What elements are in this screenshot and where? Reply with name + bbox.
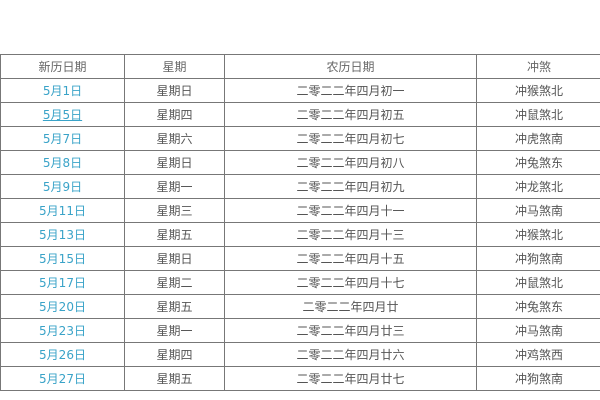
- clash-cell: 冲兔煞东: [476, 150, 600, 175]
- header-solar-date: 新历日期: [0, 54, 125, 79]
- weekday-cell: 星期二: [124, 270, 225, 295]
- table-row: 5月5日 星期四 二零二二年四月初五 冲鼠煞北: [0, 102, 600, 127]
- table-row: 5月8日 星期日 二零二二年四月初八 冲兔煞东: [0, 150, 600, 175]
- solar-date-link[interactable]: 5月13日: [0, 222, 125, 247]
- table-row: 5月23日 星期一 二零二二年四月廿三 冲马煞南: [0, 318, 600, 343]
- solar-date-link[interactable]: 5月23日: [0, 318, 125, 343]
- table-row: 5月17日 星期二 二零二二年四月十七 冲鼠煞北: [0, 270, 600, 295]
- table-row: 5月27日 星期五 二零二二年四月廿七 冲狗煞南: [0, 366, 600, 391]
- clash-cell: 冲鸡煞西: [476, 342, 600, 367]
- clash-cell: 冲兔煞东: [476, 294, 600, 319]
- lunar-date-cell: 二零二二年四月初七: [224, 126, 477, 151]
- table-row: 5月11日 星期三 二零二二年四月十一 冲马煞南: [0, 198, 600, 223]
- solar-date-link[interactable]: 5月17日: [0, 270, 125, 295]
- table-row: 5月15日 星期日 二零二二年四月十五 冲狗煞南: [0, 246, 600, 271]
- weekday-cell: 星期日: [124, 246, 225, 271]
- lunar-date-cell: 二零二二年四月初八: [224, 150, 477, 175]
- weekday-cell: 星期三: [124, 198, 225, 223]
- weekday-cell: 星期四: [124, 342, 225, 367]
- lunar-date-cell: 二零二二年四月廿六: [224, 342, 477, 367]
- weekday-cell: 星期一: [124, 318, 225, 343]
- weekday-cell: 星期五: [124, 366, 225, 391]
- lunar-date-cell: 二零二二年四月初九: [224, 174, 477, 199]
- weekday-cell: 星期一: [124, 174, 225, 199]
- lunar-date-cell: 二零二二年四月初一: [224, 78, 477, 103]
- lunar-date-cell: 二零二二年四月廿七: [224, 366, 477, 391]
- clash-cell: 冲马煞南: [476, 318, 600, 343]
- solar-date-link[interactable]: 5月11日: [0, 198, 125, 223]
- solar-date-link[interactable]: 5月27日: [0, 366, 125, 391]
- solar-date-link[interactable]: 5月26日: [0, 342, 125, 367]
- header-weekday: 星期: [124, 54, 225, 79]
- weekday-cell: 星期四: [124, 102, 225, 127]
- header-clash: 冲煞: [476, 54, 600, 79]
- clash-cell: 冲猴煞北: [476, 222, 600, 247]
- clash-cell: 冲狗煞南: [476, 246, 600, 271]
- table-row: 5月7日 星期六 二零二二年四月初七 冲虎煞南: [0, 126, 600, 151]
- solar-date-link[interactable]: 5月15日: [0, 246, 125, 271]
- solar-date-link[interactable]: 5月20日: [0, 294, 125, 319]
- header-lunar-date: 农历日期: [224, 54, 477, 79]
- weekday-cell: 星期六: [124, 126, 225, 151]
- solar-date-link[interactable]: 5月7日: [0, 126, 125, 151]
- table-row: 5月13日 星期五 二零二二年四月十三 冲猴煞北: [0, 222, 600, 247]
- solar-date-link[interactable]: 5月9日: [0, 174, 125, 199]
- table-row: 5月1日 星期日 二零二二年四月初一 冲猴煞北: [0, 78, 600, 103]
- weekday-cell: 星期五: [124, 294, 225, 319]
- solar-date-link[interactable]: 5月8日: [0, 150, 125, 175]
- lunar-date-cell: 二零二二年四月十五: [224, 246, 477, 271]
- weekday-cell: 星期日: [124, 78, 225, 103]
- table-row: 5月9日 星期一 二零二二年四月初九 冲龙煞北: [0, 174, 600, 199]
- lunar-date-cell: 二零二二年四月廿三: [224, 318, 477, 343]
- table-row: 5月26日 星期四 二零二二年四月廿六 冲鸡煞西: [0, 342, 600, 367]
- weekday-cell: 星期五: [124, 222, 225, 247]
- clash-cell: 冲狗煞南: [476, 366, 600, 391]
- clash-cell: 冲鼠煞北: [476, 102, 600, 127]
- clash-cell: 冲龙煞北: [476, 174, 600, 199]
- solar-date-link[interactable]: 5月5日: [0, 102, 125, 127]
- table-header-row: 新历日期 星期 农历日期 冲煞: [0, 54, 600, 79]
- lunar-date-cell: 二零二二年四月初五: [224, 102, 477, 127]
- auspicious-dates-table: 新历日期 星期 农历日期 冲煞 5月1日 星期日 二零二二年四月初一 冲猴煞北 5月5日…: [0, 54, 600, 391]
- table-row: 5月20日 星期五 二零二二年四月廿 冲兔煞东: [0, 294, 600, 319]
- clash-cell: 冲猴煞北: [476, 78, 600, 103]
- lunar-date-cell: 二零二二年四月十七: [224, 270, 477, 295]
- lunar-date-cell: 二零二二年四月廿: [224, 294, 477, 319]
- lunar-date-cell: 二零二二年四月十一: [224, 198, 477, 223]
- lunar-date-cell: 二零二二年四月十三: [224, 222, 477, 247]
- weekday-cell: 星期日: [124, 150, 225, 175]
- solar-date-link[interactable]: 5月1日: [0, 78, 125, 103]
- clash-cell: 冲马煞南: [476, 198, 600, 223]
- clash-cell: 冲鼠煞北: [476, 270, 600, 295]
- clash-cell: 冲虎煞南: [476, 126, 600, 151]
